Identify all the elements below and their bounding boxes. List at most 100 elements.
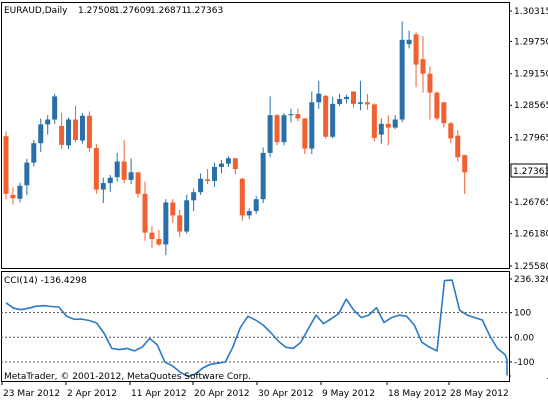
time-label: 9 May 2012 xyxy=(322,389,375,399)
candle-bull xyxy=(100,183,106,190)
candle-bull xyxy=(267,115,273,153)
cci-label: -100 xyxy=(514,358,535,368)
cci-label: 0.00 xyxy=(514,333,534,343)
candle-bull xyxy=(79,115,85,141)
candle-bull xyxy=(31,143,37,163)
candle-bull xyxy=(246,211,252,216)
time-label: 28 May 2012 xyxy=(450,389,509,399)
candle-bull xyxy=(107,177,113,184)
price-label: 1.29750 xyxy=(514,37,548,47)
candle-bear xyxy=(156,239,162,245)
candle-bear xyxy=(441,102,447,124)
candle-bear xyxy=(177,215,183,232)
candle-bear xyxy=(3,136,9,194)
candle-bear xyxy=(59,125,65,145)
current-price-label: 1.27363 xyxy=(513,167,548,177)
candle-bull xyxy=(52,96,58,120)
candle-bear xyxy=(232,158,238,170)
candle-bull xyxy=(316,93,322,103)
candle-bull xyxy=(406,39,412,45)
candle-bear xyxy=(420,59,426,74)
candle-bull xyxy=(288,114,294,116)
ohlc-high: 1.27609 xyxy=(114,6,151,16)
price-label: 1.30315 xyxy=(514,7,548,17)
candle-bear xyxy=(302,118,308,149)
candle-bull xyxy=(17,185,23,199)
candle-bear xyxy=(170,202,176,216)
time-label: 18 May 2012 xyxy=(388,389,447,399)
time-label: 30 Apr 2012 xyxy=(258,389,314,399)
symbol-timeframe: EURAUD,Daily xyxy=(4,6,68,16)
candle-bear xyxy=(462,155,468,173)
copyright-notice: MetaTrader, © 2001-2012, MetaQuotes Soft… xyxy=(4,372,251,382)
time-label: 20 Apr 2012 xyxy=(194,389,250,399)
current-price-box xyxy=(510,163,548,178)
candle-bear xyxy=(73,119,78,140)
candle-bear xyxy=(413,34,419,65)
ohlc-close: 1.27363 xyxy=(186,6,223,16)
candle-bull xyxy=(191,192,197,201)
candle-bull xyxy=(260,152,266,200)
cci-axis: 236.32631000.00-100-156.818 xyxy=(509,275,548,382)
cci-panel-frame xyxy=(1,271,510,382)
cci-grid xyxy=(1,312,509,363)
cci-series xyxy=(5,279,508,378)
candle-bull xyxy=(163,202,169,245)
candle-bull xyxy=(378,123,384,135)
cci-line-path xyxy=(5,279,508,378)
price-label: 1.29150 xyxy=(514,70,548,80)
candle-bull xyxy=(66,119,72,146)
candle-bull xyxy=(225,158,231,164)
candle-bull xyxy=(281,115,287,143)
time-label: 11 Apr 2012 xyxy=(131,389,187,399)
candle-bear xyxy=(135,172,141,194)
candle-bear xyxy=(434,92,440,119)
candle-bear xyxy=(385,123,391,128)
candle-bear xyxy=(274,115,280,143)
candle-bear xyxy=(364,102,370,105)
cci-label: 100 xyxy=(514,309,531,319)
candle-bull xyxy=(218,163,224,167)
candle-bull xyxy=(392,119,398,128)
candle-bull xyxy=(357,102,363,104)
candle-bear xyxy=(371,104,377,138)
candle-bear xyxy=(121,161,127,180)
cci-label: 236.3263 xyxy=(514,275,548,285)
candle-bull xyxy=(253,199,259,212)
chart-frame xyxy=(1,2,510,382)
price-label: 1.25580 xyxy=(514,262,548,272)
price-label: 1.26765 xyxy=(514,198,548,208)
cci-current-box xyxy=(511,369,547,381)
price-label: 1.26180 xyxy=(514,230,548,240)
ohlc-open: 1.27508 xyxy=(78,6,115,16)
cci-title: CCI(14) -136.4298 xyxy=(4,276,87,286)
candle-bull xyxy=(45,119,51,125)
candle-bear xyxy=(86,115,92,149)
candle-bear xyxy=(10,194,16,199)
candle-bear xyxy=(239,178,245,216)
candle-bull xyxy=(212,166,217,181)
candle-bull xyxy=(198,178,204,193)
candle-bull xyxy=(184,200,190,232)
candle-bull xyxy=(114,161,120,178)
price-label: 1.28565 xyxy=(514,101,548,111)
candle-bear xyxy=(142,193,148,233)
candle-bear xyxy=(149,232,155,240)
candle-bear xyxy=(295,114,301,119)
candle-bull xyxy=(399,39,405,120)
candlestick-series xyxy=(3,21,468,256)
candle-bear xyxy=(351,91,356,104)
time-label: 2 Apr 2012 xyxy=(67,389,117,399)
candle-bear xyxy=(427,73,433,93)
candle-bear xyxy=(205,179,211,181)
candle-bear xyxy=(323,95,329,137)
candle-bear xyxy=(93,148,99,190)
time-axis: 23 Mar 2012 2 Apr 2012 11 Apr 2012 20 Apr 2… xyxy=(1,381,509,399)
candle-bear xyxy=(448,123,454,139)
candle-bull xyxy=(337,99,343,104)
time-label: 23 Mar 2012 xyxy=(3,389,60,399)
candle-bull xyxy=(330,103,336,137)
price-axis: 1.30315 1.29750 1.29150 1.28565 1.27965 1.267… xyxy=(509,7,548,272)
